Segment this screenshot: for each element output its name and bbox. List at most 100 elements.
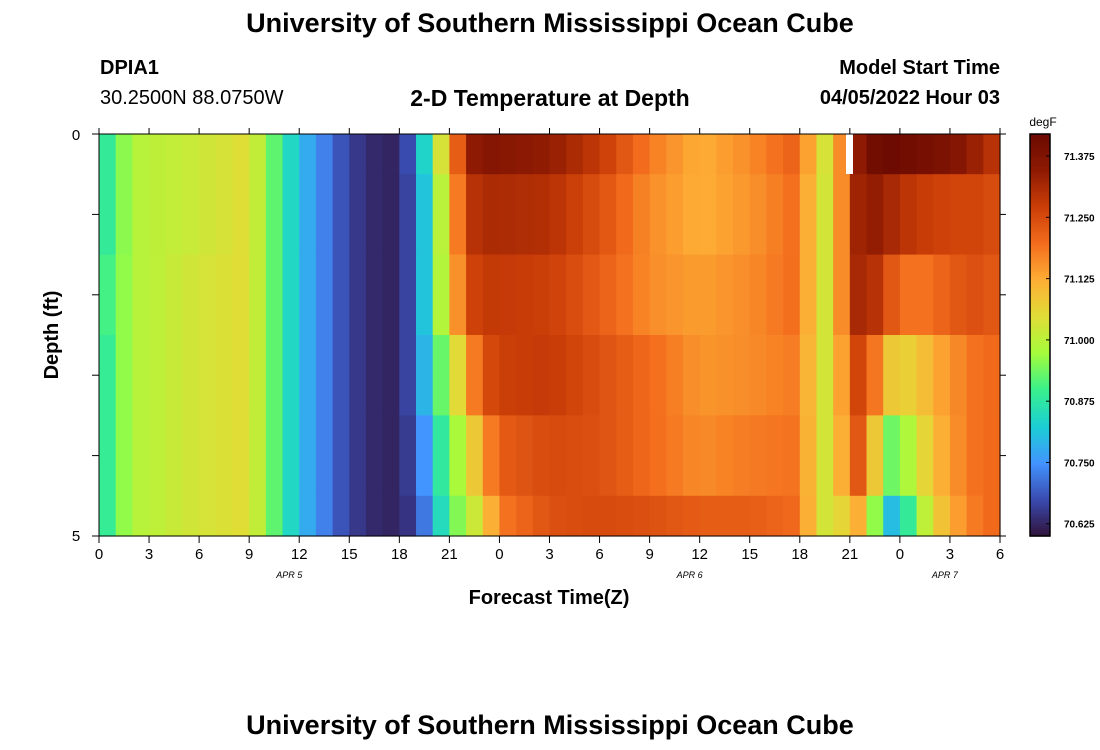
heatmap-cell xyxy=(299,134,317,175)
heatmap-cell xyxy=(282,495,300,537)
heatmap-cell xyxy=(315,254,334,336)
colorbar-segment xyxy=(1030,468,1050,472)
x-tick-label: 18 xyxy=(391,546,408,563)
colorbar-segment xyxy=(1030,520,1050,525)
x-tick-label: 15 xyxy=(341,546,358,563)
heatmap-cell xyxy=(766,415,784,497)
colorbar-segment xyxy=(1030,400,1050,404)
heatmap-cell xyxy=(666,174,684,256)
heatmap-cell xyxy=(499,254,517,336)
colorbar-segment xyxy=(1030,425,1050,429)
heatmap-cell xyxy=(165,134,184,175)
heatmap-cell xyxy=(416,174,434,256)
heatmap-cell xyxy=(733,174,751,256)
heatmap-cell xyxy=(265,415,284,497)
heatmap-cell xyxy=(115,254,133,336)
heatmap-cell xyxy=(899,495,918,537)
heatmap-cell xyxy=(349,134,367,175)
heatmap-cell xyxy=(983,415,1001,497)
heatmap-cell xyxy=(566,495,584,537)
colorbar-segment xyxy=(1030,252,1050,256)
colorbar-segment xyxy=(1030,234,1050,238)
colorbar-segment xyxy=(1030,485,1050,489)
heatmap-cell xyxy=(182,415,200,497)
model-start-label: Model Start Time xyxy=(839,57,1000,79)
heatmap-cell xyxy=(416,495,434,537)
heatmap-cell xyxy=(833,174,851,256)
heatmap-cell xyxy=(649,174,667,256)
heatmap-cell xyxy=(549,415,567,497)
heatmap-cell xyxy=(466,495,484,537)
heatmap-cell xyxy=(382,134,400,175)
heatmap-cell xyxy=(616,254,634,336)
colorbar-segment xyxy=(1030,475,1050,479)
heatmap-cell xyxy=(432,174,450,256)
colorbar-segment xyxy=(1030,176,1050,180)
colorbar-segment xyxy=(1030,287,1050,291)
heatmap-cell xyxy=(499,335,517,416)
colorbar-segment xyxy=(1030,156,1050,160)
heatmap-cell xyxy=(566,134,584,175)
heatmap-cell xyxy=(499,174,517,256)
heatmap-cell xyxy=(599,254,617,336)
heatmap-cell xyxy=(899,415,918,497)
heatmap-cell xyxy=(149,415,167,497)
heatmap-cell xyxy=(199,254,217,336)
heatmap-cell xyxy=(349,495,367,537)
colorbar-segment xyxy=(1030,498,1050,502)
heatmap-cell xyxy=(482,415,501,497)
heatmap-cell xyxy=(899,134,918,175)
colorbar-segment xyxy=(1030,533,1050,537)
heatmap-cell xyxy=(616,495,634,537)
heatmap-cell xyxy=(99,495,117,537)
heatmap-cell xyxy=(299,415,317,497)
heatmap-cell xyxy=(115,415,133,497)
heatmap-cell xyxy=(165,415,184,497)
y-axis-label: Depth (ft) xyxy=(41,291,63,380)
heatmap-cell xyxy=(616,415,634,497)
colorbar-segment xyxy=(1030,478,1050,482)
colorbar-segment xyxy=(1030,262,1050,266)
heatmap-cell xyxy=(582,254,601,336)
heatmap-cell xyxy=(916,174,934,256)
heatmap-cell xyxy=(682,254,701,336)
colorbar-segment xyxy=(1030,448,1050,452)
heatmap-cell xyxy=(749,415,768,497)
heatmap-cell xyxy=(632,335,651,416)
x-tick-label: 0 xyxy=(495,546,503,563)
heatmap-cell xyxy=(182,174,200,256)
colorbar-segment xyxy=(1030,382,1050,386)
colorbar-segment xyxy=(1030,189,1050,193)
colorbar-segment xyxy=(1030,480,1050,484)
heatmap-cell xyxy=(132,335,150,416)
heatmap-cell xyxy=(449,254,467,336)
heatmap-cell xyxy=(933,134,951,175)
heatmap-cell xyxy=(249,335,267,416)
colorbar-segment xyxy=(1030,282,1050,286)
heatmap-cell xyxy=(365,415,384,497)
heatmap-cell xyxy=(199,415,217,497)
colorbar-segment xyxy=(1030,422,1050,427)
heatmap-cell xyxy=(315,335,334,416)
date-label: APR 6 xyxy=(676,570,703,580)
heatmap-cell xyxy=(916,495,934,537)
colorbar-segment xyxy=(1030,455,1050,459)
heatmap-cell xyxy=(532,134,551,175)
x-tick-label: 21 xyxy=(841,546,858,563)
heatmap-cell xyxy=(833,254,851,336)
colorbar-segment xyxy=(1030,445,1050,449)
heatmap-cell xyxy=(949,134,968,175)
heatmap-cell xyxy=(482,495,501,537)
colorbar-segment xyxy=(1030,458,1050,462)
heatmap-cell xyxy=(849,254,868,336)
heatmap-cell xyxy=(916,415,934,497)
x-tick-label: 15 xyxy=(741,546,758,563)
heatmap-cell xyxy=(716,134,734,175)
colorbar-segment xyxy=(1030,370,1050,374)
heatmap-cell xyxy=(499,134,517,175)
colorbar-segment xyxy=(1030,385,1050,389)
colorbar-segment xyxy=(1030,314,1050,319)
heatmap-cell xyxy=(182,254,200,336)
colorbar-segment xyxy=(1030,294,1050,298)
heatmap-cell xyxy=(115,174,133,256)
